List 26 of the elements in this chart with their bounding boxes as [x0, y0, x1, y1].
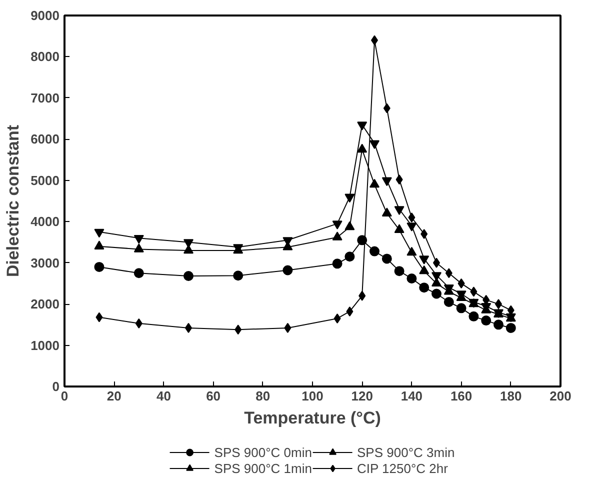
y-tick-label: 5000 [30, 172, 60, 188]
y-tick-label: 8000 [30, 49, 60, 64]
y-tick-label: 9000 [30, 8, 60, 23]
x-tick-label: 20 [106, 388, 122, 404]
x-tick-label: 80 [256, 388, 270, 404]
y-tick-label: 2000 [30, 296, 60, 312]
x-tick-label: 40 [156, 388, 171, 404]
x-axis-title: Temperature (°C) [244, 408, 381, 428]
y-tick-label: 6000 [30, 132, 60, 147]
y-tick-label: 3000 [30, 255, 60, 270]
y-tick-label: 1000 [30, 338, 60, 353]
legend-label: SPS 900°C 3min [357, 444, 455, 460]
y-tick-label: 4000 [30, 214, 60, 230]
x-tick-label: 140 [400, 388, 423, 404]
legend-label: SPS 900°C 1min [214, 460, 312, 476]
x-tick-label: 160 [450, 388, 472, 404]
x-tick-label: 60 [206, 388, 221, 404]
y-axis-title: Dielectric constant [4, 124, 23, 278]
x-tick-label: 180 [500, 388, 522, 404]
y-tick-label: 7000 [30, 90, 60, 106]
legend-label: SPS 900°C 0min [214, 444, 312, 460]
x-tick-label: 200 [550, 388, 572, 404]
x-tick-label: 100 [302, 388, 324, 404]
x-tick-label: 120 [351, 388, 373, 404]
y-tick-label: 0 [52, 379, 60, 394]
legend-label: CIP 1250°C 2hr [357, 460, 448, 476]
